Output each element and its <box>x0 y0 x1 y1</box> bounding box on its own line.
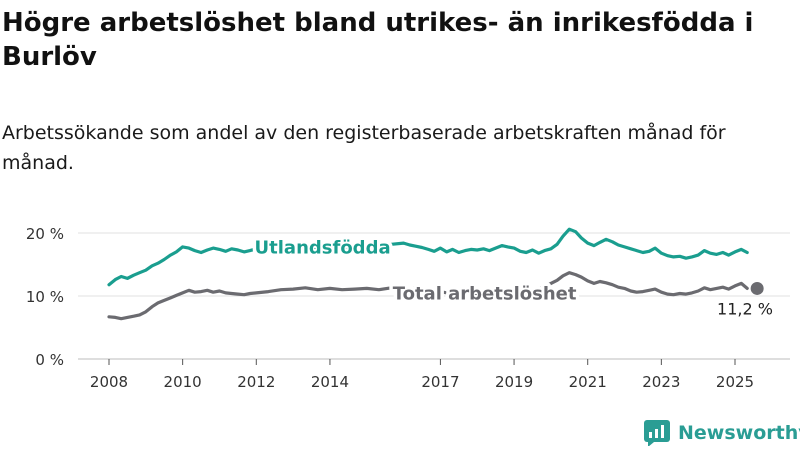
series-label-halo: Utlandsfödda <box>255 237 391 258</box>
x-tick-label: 2021 <box>569 373 607 391</box>
x-tick-label: 2010 <box>164 373 202 391</box>
chart-title: Högre arbetslöshet bland utrikes- än inr… <box>2 8 754 72</box>
series-label: Total arbetslöshet <box>393 283 577 304</box>
x-axis-ticks: 2008 2010 2012 2014 2017 2019 2021 2023 2025 <box>90 359 754 391</box>
series-line-utlandsfodda <box>107 227 749 287</box>
chart-subtitle: Arbetssökande som andel av den registerb… <box>2 122 726 174</box>
x-tick-label: 2025 <box>716 373 754 391</box>
y-tick-label: 10 % <box>26 288 64 306</box>
x-tick-label: 2019 <box>495 373 533 391</box>
y-axis-ticks: 0 % 10 % 20 % <box>26 225 64 369</box>
newsworthy-icon <box>644 420 670 446</box>
x-tick-label: 2008 <box>90 373 128 391</box>
x-tick-label: 2023 <box>642 373 680 391</box>
series-line-total <box>107 271 749 321</box>
end-value-label: 11,2 % <box>717 299 773 318</box>
end-point-marker <box>750 281 764 295</box>
y-tick-label: 0 % <box>35 351 64 369</box>
series-lines <box>107 227 749 321</box>
x-tick-label: 2014 <box>311 373 349 391</box>
y-tick-label: 20 % <box>26 225 64 243</box>
x-tick-label: 2017 <box>421 373 459 391</box>
series-label-halo: Total arbetslöshet <box>393 283 577 304</box>
brand-name: Newsworthy <box>678 422 800 444</box>
series-label: Utlandsfödda <box>255 237 391 258</box>
end-value-marker: 11,2 % <box>717 281 773 318</box>
x-tick-label: 2012 <box>237 373 275 391</box>
